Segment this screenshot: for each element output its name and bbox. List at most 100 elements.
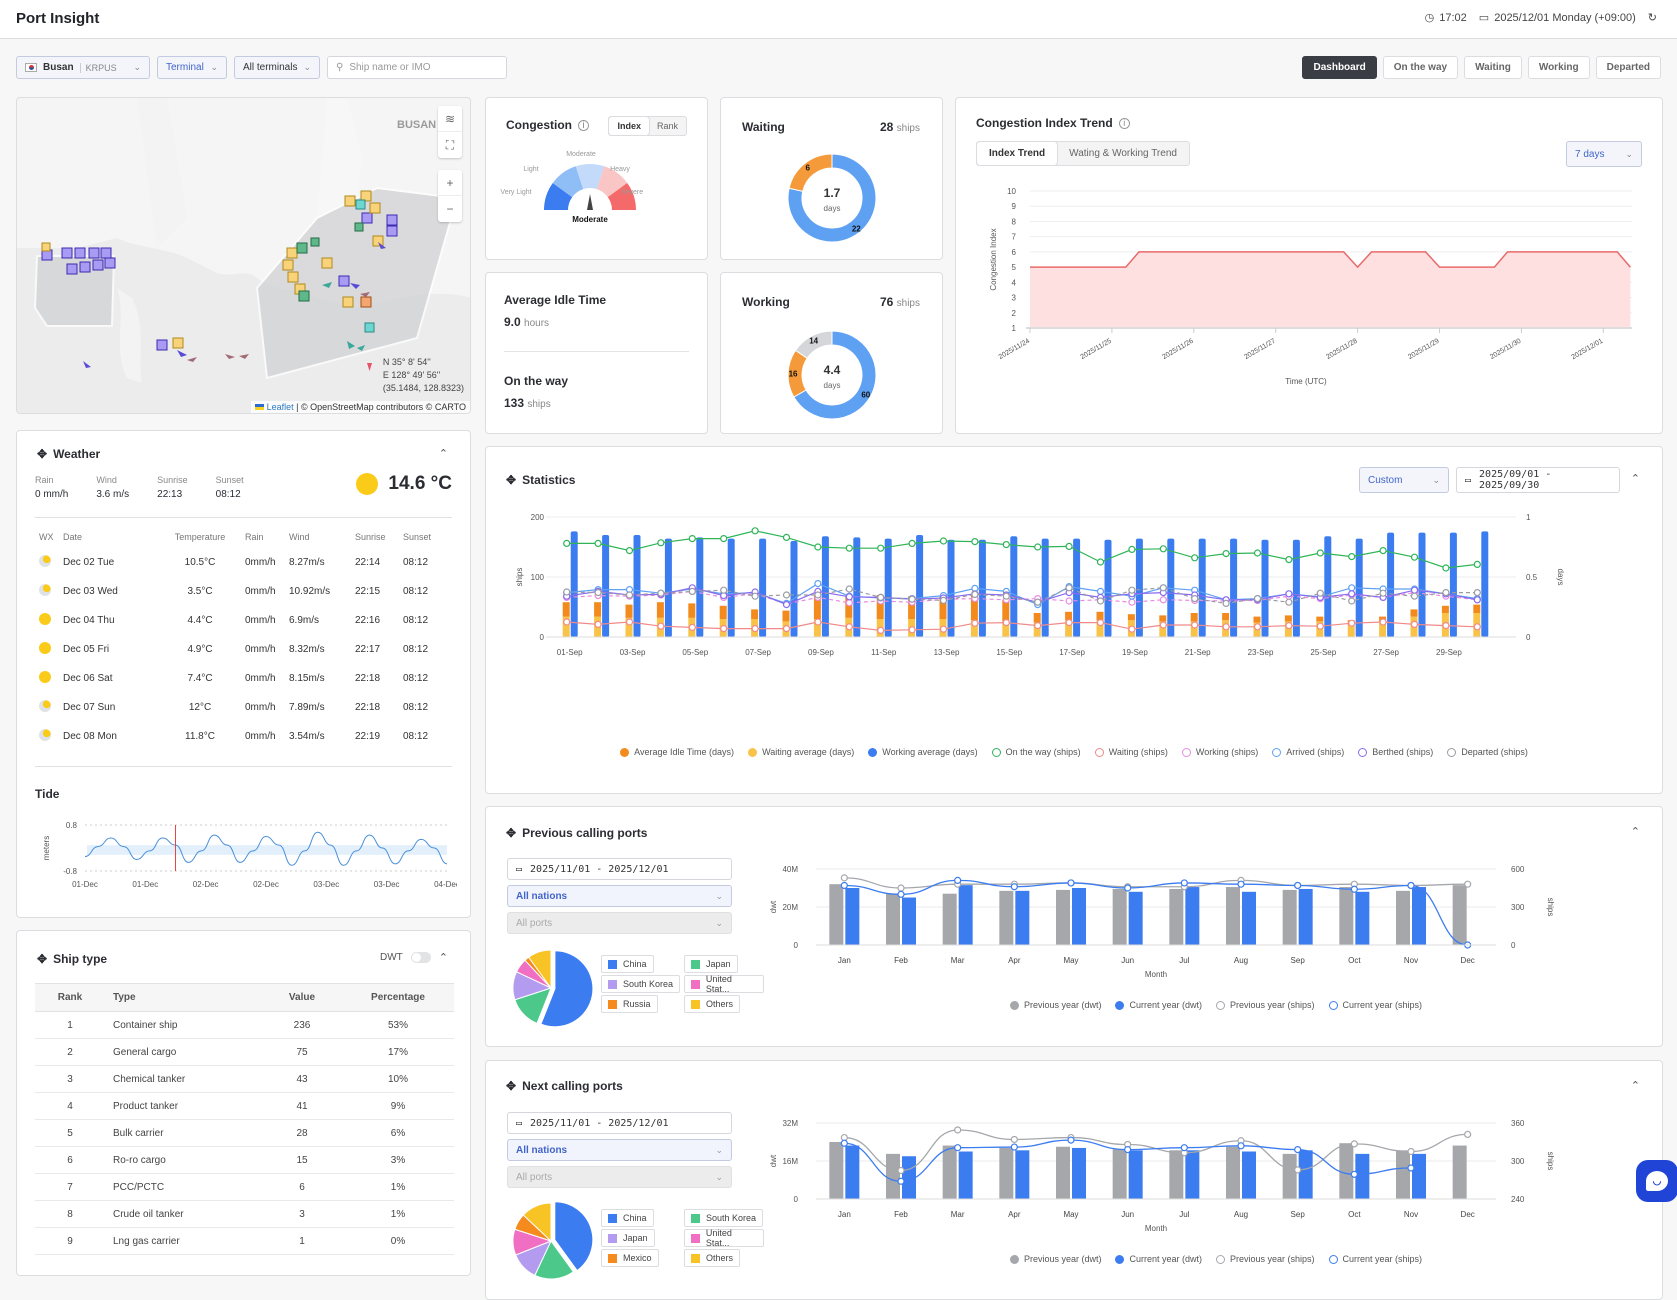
date-text: 2025/12/01 Monday (+09:00) xyxy=(1494,11,1636,24)
collapse-icon[interactable]: ⌃ xyxy=(1630,473,1640,485)
legend-item[interactable]: Current year (dwt) xyxy=(1115,1254,1202,1264)
legend-chip[interactable]: Japan xyxy=(601,1229,655,1247)
drag-handle-icon[interactable]: ✥ xyxy=(506,1079,517,1093)
legend-item[interactable]: Berthed (ships) xyxy=(1358,747,1433,757)
sunrise-cell: 22:18 xyxy=(355,673,381,684)
tab-index-trend[interactable]: Index Trend xyxy=(977,142,1058,165)
legend-chip[interactable]: Mexico xyxy=(601,1249,659,1267)
series-point xyxy=(1222,623,1230,631)
zoom-in-button[interactable]: + xyxy=(438,170,462,196)
drag-handle-icon[interactable]: ✥ xyxy=(37,447,48,461)
legend-item[interactable]: Current year (ships) xyxy=(1328,1254,1422,1264)
legend-item[interactable]: Working average (days) xyxy=(868,747,978,757)
pie-slice xyxy=(554,1201,594,1272)
chat-button[interactable]: ◡ xyxy=(1636,1160,1677,1202)
tab-working[interactable]: Working xyxy=(1527,56,1590,79)
working-card[interactable]: Working 76 ships 60 16 14 4.4 days xyxy=(720,272,943,434)
legend-item[interactable]: Waiting (ships) xyxy=(1094,747,1168,757)
previous-nation-select[interactable]: All nations ⌄ xyxy=(507,885,732,907)
legend-chip[interactable]: Others xyxy=(684,995,741,1013)
stats-date-range[interactable]: ▭ 2025/09/01 - 2025/09/30 xyxy=(1456,467,1620,493)
vessel-markers[interactable] xyxy=(41,190,398,371)
legend-item[interactable]: Previous year (dwt) xyxy=(1009,1254,1101,1264)
series-point xyxy=(1410,620,1419,629)
legend-chip[interactable]: United Stat... xyxy=(684,974,764,994)
zoom-out-button[interactable]: − xyxy=(446,202,454,216)
legend-chip[interactable]: Russia xyxy=(601,995,658,1013)
y-tick-label: 6 xyxy=(1012,248,1017,257)
drag-handle-icon[interactable]: ✥ xyxy=(37,952,48,966)
legend-item[interactable]: On the way (ships) xyxy=(991,747,1081,757)
layers-icon[interactable]: ≋ xyxy=(438,106,462,132)
legend-chip[interactable]: China xyxy=(601,1209,654,1227)
legend-item[interactable]: Current year (dwt) xyxy=(1115,1000,1202,1010)
next-port-select[interactable]: All ports ⌄ xyxy=(507,1166,732,1188)
on-the-way-value[interactable]: 133 ships xyxy=(504,396,551,410)
series-point xyxy=(1473,588,1481,597)
date-cell: Dec 08 Mon xyxy=(63,731,117,742)
dwt-toggle[interactable] xyxy=(410,952,431,963)
legend-chip[interactable]: China xyxy=(601,955,654,973)
legend-item[interactable]: Waiting average (days) xyxy=(748,747,854,757)
collapse-icon[interactable]: ⌃ xyxy=(1630,1080,1640,1092)
fullscreen-icon[interactable]: ⛶ xyxy=(445,137,455,152)
legend-item[interactable]: Previous year (ships) xyxy=(1216,1254,1315,1264)
legend-chip[interactable]: United Stat... xyxy=(684,1228,764,1248)
legend-item[interactable]: Previous year (ships) xyxy=(1216,1000,1315,1010)
tab-waiting-working-trend[interactable]: Wating & Working Trend xyxy=(1069,148,1177,159)
next-pie-legend: China South Korea Japan United Stat... Mexic… xyxy=(601,1209,764,1267)
drag-handle-icon[interactable]: ✥ xyxy=(506,473,517,487)
port-map[interactable]: BUSAN ≋ ⛶ + − N 35° 8' 54'' E 128° 49' 5… xyxy=(16,97,471,414)
tab-waiting[interactable]: Waiting xyxy=(1464,56,1522,79)
leaflet-link[interactable]: Leaflet xyxy=(266,402,294,412)
refresh-icon[interactable]: ↻ xyxy=(1647,12,1657,24)
mode-select[interactable]: Terminal ⌄ xyxy=(157,56,227,79)
y-axis-label: Congestion Index xyxy=(989,228,998,290)
sun-icon xyxy=(39,671,51,683)
previous-year-bar xyxy=(1282,1153,1297,1199)
tab-dashboard[interactable]: Dashboard xyxy=(1302,56,1377,79)
previous-port-select[interactable]: All ports ⌄ xyxy=(507,912,732,934)
port-code: KRPUS xyxy=(79,62,117,73)
legend-item[interactable]: Working (ships) xyxy=(1181,747,1258,757)
legend-swatch xyxy=(691,1253,700,1263)
tab-on-the-way[interactable]: On the way xyxy=(1382,56,1459,79)
stats-range-select[interactable]: Custom ⌄ xyxy=(1359,467,1449,493)
working-average-bar xyxy=(1292,539,1300,637)
drag-handle-icon[interactable]: ✥ xyxy=(506,826,517,840)
toggle-rank[interactable]: Rank xyxy=(656,121,678,131)
x-axis-label: Month xyxy=(1145,1224,1167,1233)
collapse-icon[interactable]: ⌃ xyxy=(1630,826,1640,838)
collapse-icon[interactable]: ⌃ xyxy=(438,448,448,460)
legend-item[interactable]: Arrived (ships) xyxy=(1272,747,1344,757)
terminal-select[interactable]: All terminals ⌄ xyxy=(234,56,320,79)
waiting-average-bar xyxy=(1033,622,1041,637)
legend-chip[interactable]: Others xyxy=(684,1249,741,1267)
next-nation-select[interactable]: All nations ⌄ xyxy=(507,1139,732,1161)
legend-chip[interactable]: South Korea xyxy=(601,975,681,993)
legend-item[interactable]: Departed (ships) xyxy=(1447,747,1528,757)
map-canvas[interactable]: BUSAN xyxy=(17,98,471,414)
next-date-range[interactable]: ▭ 2025/11/01 - 2025/12/01 xyxy=(507,1112,732,1134)
series-point xyxy=(840,1133,848,1142)
legend-chip[interactable]: South Korea xyxy=(684,1209,764,1227)
waiting-average-bar xyxy=(1002,621,1010,637)
port-select[interactable]: Busan KRPUS ⌄ xyxy=(16,56,150,79)
collapse-icon[interactable]: ⌃ xyxy=(438,952,448,964)
previous-date-range[interactable]: ▭ 2025/11/01 - 2025/12/01 xyxy=(507,858,732,880)
legend-item[interactable]: Previous year (dwt) xyxy=(1009,1000,1101,1010)
legend-chip[interactable]: Japan xyxy=(684,955,738,973)
rain-cell: 0mm/h xyxy=(245,615,276,626)
tab-departed[interactable]: Departed xyxy=(1595,56,1661,79)
series-point xyxy=(1285,598,1293,606)
legend-ring-icon xyxy=(1328,1254,1338,1264)
info-icon[interactable]: i xyxy=(578,119,589,131)
ship-search[interactable]: ⚲ Ship name or IMO xyxy=(327,56,507,79)
info-icon[interactable]: i xyxy=(1118,117,1130,129)
legend-item[interactable]: Average Idle Time (days) xyxy=(620,747,734,757)
toggle-index[interactable]: Index xyxy=(609,117,649,135)
legend-item[interactable]: Current year (ships) xyxy=(1328,1000,1422,1010)
waiting-card[interactable]: Waiting 28 ships 22 6 1.7 days xyxy=(720,97,943,260)
legend-ring-icon xyxy=(1094,747,1104,757)
trend-range-select[interactable]: 7 days ⌄ xyxy=(1566,141,1642,167)
